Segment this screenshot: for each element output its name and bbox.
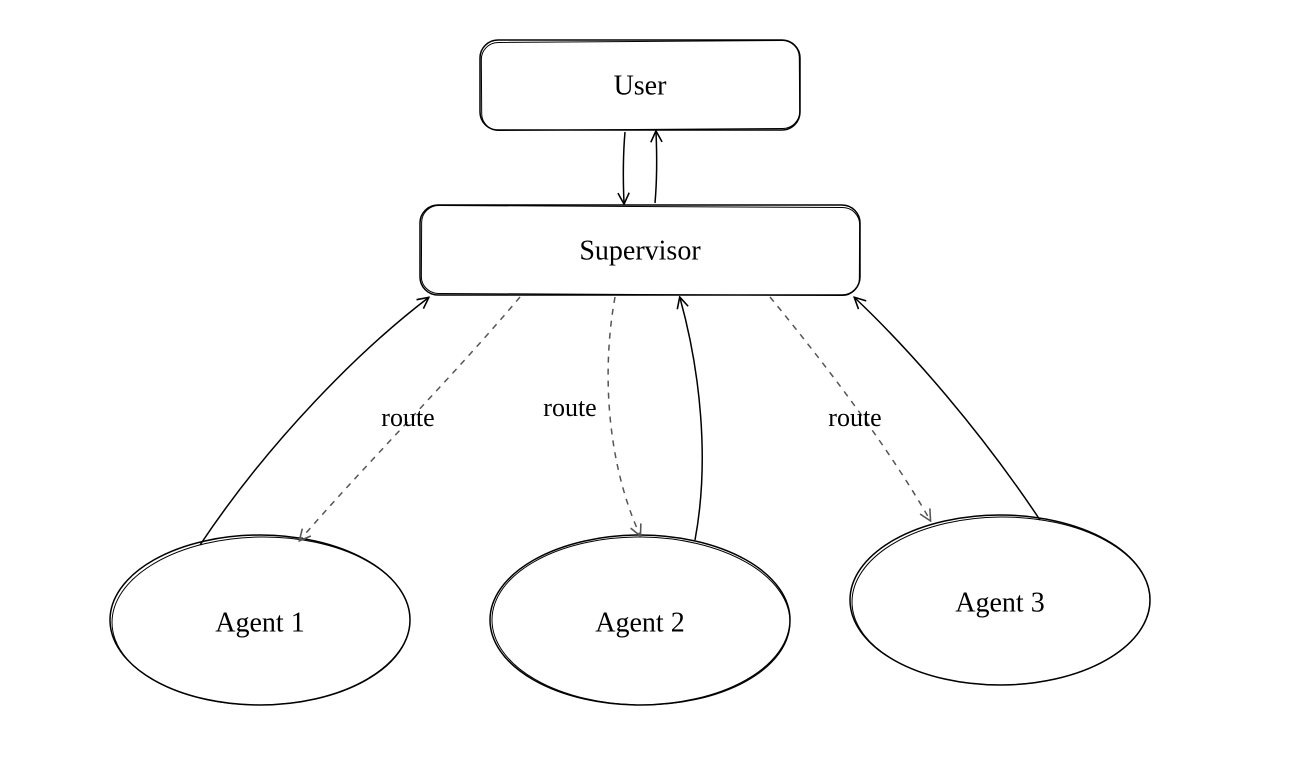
edge-route-agent2: route xyxy=(543,297,640,535)
edge-agent3-return xyxy=(855,298,1040,520)
node-agent2-label: Agent 2 xyxy=(595,607,684,638)
diagram-canvas: User Supervisor Agent 1 Agent 2 Agent 3 … xyxy=(0,0,1296,778)
node-supervisor-label: Supervisor xyxy=(579,235,701,266)
edge-route-agent1-label: route xyxy=(381,403,434,432)
node-user: User xyxy=(480,40,800,131)
node-agent3-label: Agent 3 xyxy=(955,587,1044,618)
node-agent2: Agent 2 xyxy=(490,535,791,707)
node-agent3: Agent 3 xyxy=(850,515,1151,686)
node-agent1: Agent 1 xyxy=(110,535,411,707)
edge-user-supervisor xyxy=(623,132,656,203)
edge-route-agent3: route xyxy=(770,297,930,520)
edge-route-agent3-label: route xyxy=(828,403,881,432)
edge-route-agent1: route xyxy=(300,297,520,540)
node-agent1-label: Agent 1 xyxy=(215,607,304,638)
edge-agent2-return xyxy=(680,298,702,540)
node-supervisor: Supervisor xyxy=(420,205,860,296)
edge-route-agent2-label: route xyxy=(543,393,596,422)
node-user-label: User xyxy=(614,70,668,101)
